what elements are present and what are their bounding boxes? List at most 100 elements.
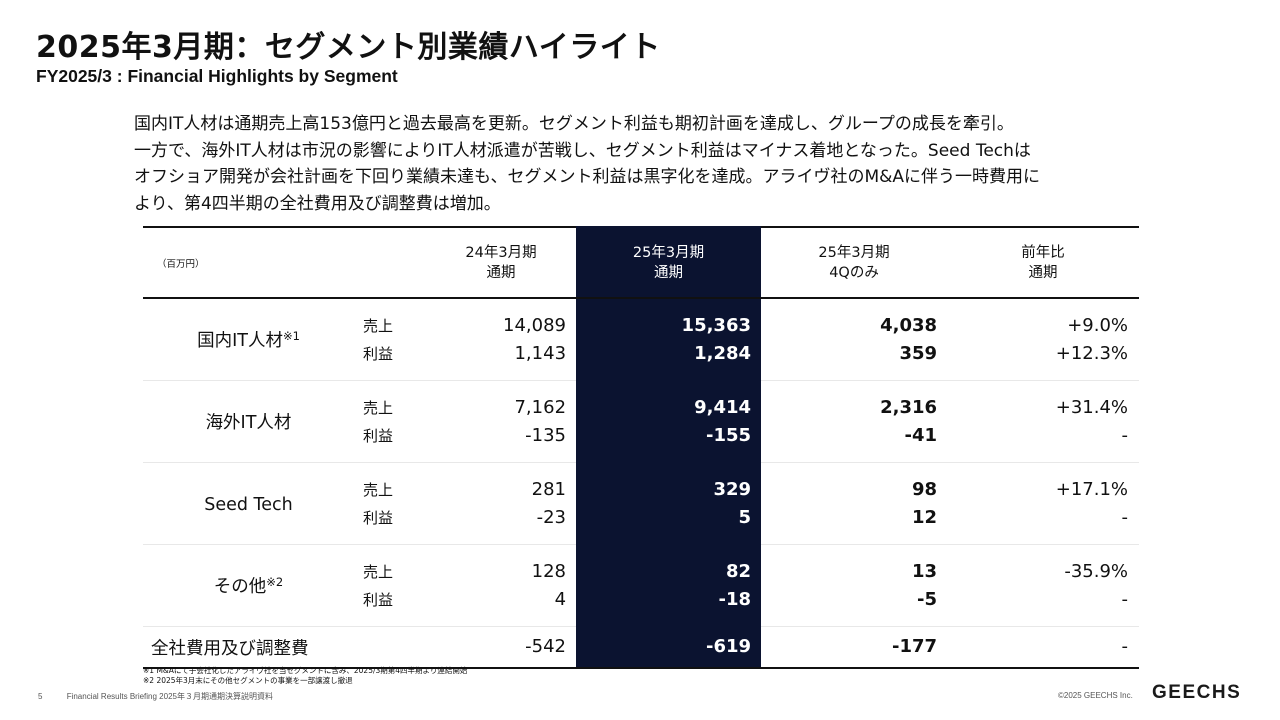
column-header-yoy: 前年比 通期	[947, 226, 1140, 299]
summary-line: 一方で、海外IT人材は市況の影響によりIT人材派遣が苦戦し、セグメント利益はマイ…	[134, 140, 1031, 161]
page-number: 5	[38, 692, 43, 701]
profit-value: 5	[738, 506, 752, 528]
profit-value: 359	[899, 342, 938, 364]
sales-label: 売上	[363, 398, 394, 417]
page-title: 2025年3月期：セグメント別業績ハイライト	[36, 30, 661, 65]
column-header-line: 25年3月期	[818, 244, 890, 261]
segment-name-cell: Seed Tech	[143, 462, 354, 545]
corporate-value: -619	[705, 636, 752, 657]
profit-label: 利益	[363, 590, 394, 609]
corporate-label: 全社費用及び調整費	[143, 626, 427, 669]
value-cell-fy25-q4: 2,316 -41	[761, 380, 948, 463]
sales-value: 15,363	[681, 314, 752, 336]
footnote: ※1 M&Aにて子会社化したアライヴ社を当セグメントに含み、2025/3期第4四…	[143, 666, 468, 675]
sales-value: 98	[911, 478, 938, 500]
table-row-domestic-it: 国内IT人材※1 売上 利益 14,089 1,143 15,363 1,284…	[143, 298, 1140, 381]
value-cell-fy25-q4: 98 12	[761, 462, 948, 545]
corporate-value-yoy: -	[947, 626, 1140, 669]
metric-labels: 売上 利益	[354, 298, 427, 381]
column-header-fy24: 24年3月期 通期	[426, 226, 577, 299]
footnote-marker: ※1	[282, 329, 300, 343]
document-title: Financial Results Briefing 2025年３月期通期決算説…	[66, 692, 273, 701]
column-header-line: 4Qのみ	[829, 264, 879, 281]
segment-name: その他	[213, 577, 267, 597]
metric-labels: 売上 利益	[354, 380, 427, 463]
profit-value: +12.3%	[1055, 342, 1129, 364]
corporate-value-fy25: -619	[576, 626, 762, 669]
sales-label: 売上	[363, 480, 394, 499]
value-cell-yoy: +31.4% -	[947, 380, 1140, 463]
footnotes: ※1 M&Aにて子会社化したアライヴ社を当セグメントに含み、2025/3期第4四…	[143, 666, 467, 686]
table-row-corporate: 全社費用及び調整費 -542 -619 -177 -	[143, 626, 1140, 669]
page-subtitle: FY2025/3 : Financial Highlights by Segme…	[36, 66, 398, 86]
value-cell-fy25: 82 -18	[576, 544, 762, 627]
column-header-line: 通期	[1028, 264, 1058, 281]
profit-value: 1,284	[694, 342, 752, 364]
value-cell-yoy: +9.0% +12.3%	[947, 298, 1140, 381]
segment-name-cell: 国内IT人材※1	[143, 298, 354, 381]
value-cell-fy25-q4: 13 -5	[761, 544, 948, 627]
unit-label: （百万円）	[143, 226, 427, 299]
sales-value: 4,038	[880, 314, 938, 336]
value-cell-fy24: 14,089 1,143	[426, 298, 577, 381]
column-header-line: 25年3月期	[632, 244, 705, 261]
table-row-overseas-it: 海外IT人材 売上 利益 7,162 -135 9,414 -155 2,316…	[143, 380, 1140, 463]
profit-value: -5	[917, 588, 938, 610]
table-row-other: その他※2 売上 利益 128 4 82 -18 13 -5 -35.9% -	[143, 544, 1140, 627]
summary-line: オフショア開発が会社計画を下回り業績未達も、セグメント利益は黒字化を達成。アライ…	[134, 167, 1041, 187]
segment-name: Seed Tech	[204, 494, 293, 515]
sales-value: +17.1%	[1055, 478, 1129, 500]
sales-value: +9.0%	[1067, 314, 1129, 336]
profit-value: -135	[525, 424, 567, 446]
segment-name-cell: その他※2	[143, 544, 354, 627]
profit-value: -	[1121, 506, 1129, 528]
table-row-seed-tech: Seed Tech 売上 利益 281 -23 329 5 98 12 +17.…	[143, 462, 1140, 545]
column-header-fy25: 25年3月期 通期	[576, 226, 762, 299]
summary-line: より、第4四半期の全社費用及び調整費は増加。	[134, 193, 501, 214]
sales-value: 13	[911, 560, 938, 582]
summary-text: 国内IT人材は通期売上高153億円と過去最高を更新。セグメント利益も期初計画を達…	[134, 111, 1174, 217]
sales-value: 281	[531, 478, 567, 500]
footnote: ※2 2025年3月末にその他セグメントの事業を一部譲渡し撤退	[143, 676, 353, 685]
column-header-line: 24年3月期	[465, 244, 537, 261]
value-cell-fy25: 15,363 1,284	[576, 298, 762, 381]
profit-value: 4	[554, 588, 567, 610]
footnote-marker: ※2	[266, 575, 284, 589]
copyright: ©2025 GEECHS Inc.	[1058, 691, 1133, 700]
corporate-value: -	[1121, 636, 1129, 657]
segment-name: 海外IT人材	[205, 413, 292, 433]
sales-value: 2,316	[880, 396, 938, 418]
sales-value: 9,414	[694, 396, 752, 418]
value-cell-fy24: 281 -23	[426, 462, 577, 545]
metric-labels: 売上 利益	[354, 462, 427, 545]
value-cell-fy25-q4: 4,038 359	[761, 298, 948, 381]
segment-table: （百万円） 24年3月期 通期 25年3月期 通期 25年3月期 4Qのみ 前年…	[143, 226, 1140, 669]
sales-value: -35.9%	[1064, 560, 1129, 582]
sales-value: 82	[725, 560, 752, 582]
corporate-value: -542	[525, 636, 567, 657]
sales-value: 128	[531, 560, 567, 582]
profit-value: -41	[904, 424, 938, 446]
column-header-line: 前年比	[1021, 244, 1065, 261]
footer-left: 5 Financial Results Briefing 2025年３月期通期決…	[38, 691, 273, 702]
sales-label: 売上	[363, 316, 394, 335]
column-header-line: 通期	[486, 264, 516, 281]
value-cell-fy25: 9,414 -155	[576, 380, 762, 463]
profit-value: -	[1121, 424, 1129, 446]
corporate-value: -177	[891, 636, 938, 657]
corporate-value-fy24: -542	[426, 626, 577, 669]
profit-value: -155	[705, 424, 752, 446]
value-cell-yoy: +17.1% -	[947, 462, 1140, 545]
profit-value: 1,143	[514, 342, 567, 364]
profit-value: -18	[718, 588, 752, 610]
sales-value: 14,089	[503, 314, 567, 336]
sales-label: 売上	[363, 562, 394, 581]
segment-name-cell: 海外IT人材	[143, 380, 354, 463]
segment-name: 国内IT人材	[197, 331, 283, 351]
sales-value: 329	[713, 478, 752, 500]
value-cell-yoy: -35.9% -	[947, 544, 1140, 627]
company-logo: GEECHS	[1152, 682, 1242, 703]
profit-label: 利益	[363, 508, 394, 527]
table-header-row: （百万円） 24年3月期 通期 25年3月期 通期 25年3月期 4Qのみ 前年…	[143, 226, 1140, 299]
value-cell-fy24: 7,162 -135	[426, 380, 577, 463]
